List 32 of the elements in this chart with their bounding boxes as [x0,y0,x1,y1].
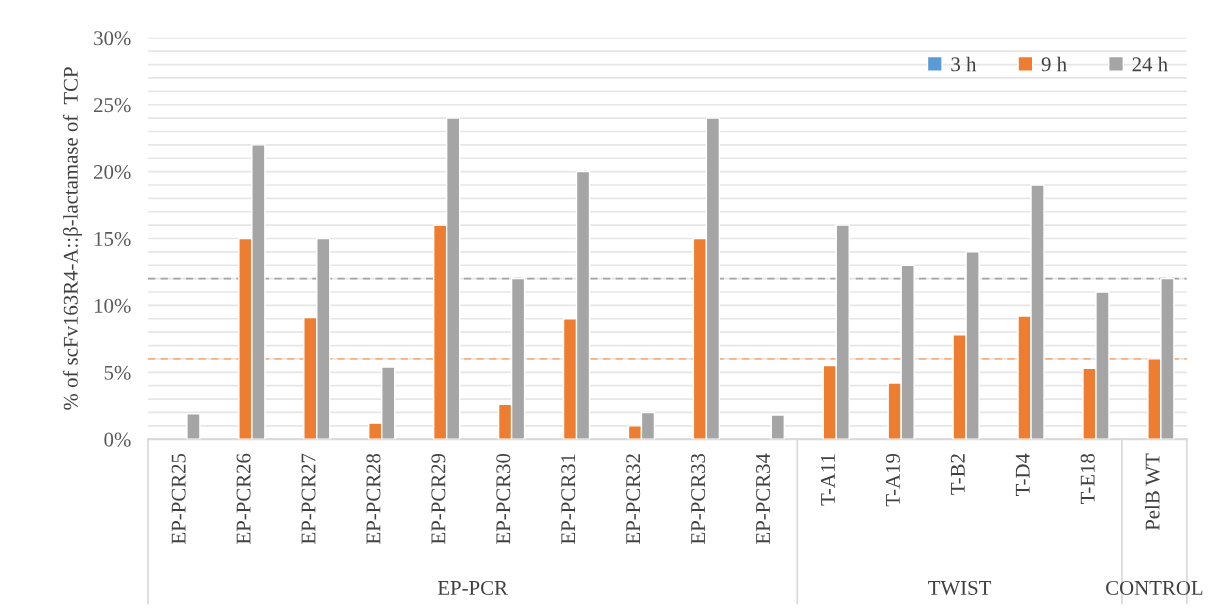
legend-label: 3 h [951,56,977,72]
x-tick-label: EP-PCR28 [366,453,381,544]
x-tick-label: EP-PCR32 [626,454,641,544]
y-tick-label: 15% [94,231,131,247]
y-tick-label: 0% [104,432,131,447]
text: TWIST [928,580,992,596]
x-tick-label: EP-PCR31 [561,454,576,544]
y-tick-label: 30% [94,31,131,46]
legend-label: 24 h [1132,56,1168,72]
x-tick-label: PelB WT [1144,453,1160,531]
x-tick-label: EP-PCR33 [691,453,706,544]
y-tick-label: 25% [94,98,131,113]
y-tick-label: 20% [94,164,131,180]
x-tick-label: EP-PCR26 [236,453,251,544]
bar [186,413,201,440]
x-tick-label: T-D4 [1015,453,1030,496]
text: EP-PCR [437,580,508,595]
text: CONTROL [1106,580,1203,595]
x-tick-label: EP-PCR30 [496,453,511,544]
x-tick-label: EP-PCR27 [301,453,316,544]
x-tick-label: T-A19 [885,453,900,507]
y-axis-title: % of scFv163R4-A::β-lactamase of TCP [62,67,83,410]
y-tick-label: 5% [104,365,131,380]
legend-label: 9 h [1041,56,1067,72]
x-tick-label: T-A11 [821,454,835,506]
x-tick-label: T-E18 [1080,453,1095,505]
bar [770,414,785,440]
x-tick-label: EP-PCR34 [756,453,771,544]
y-tick-label: 10% [94,298,131,313]
x-tick-label: EP-PCR25 [171,453,186,544]
x-tick-label: EP-PCR29 [431,453,446,544]
x-tick-label: T-B2 [950,454,965,495]
